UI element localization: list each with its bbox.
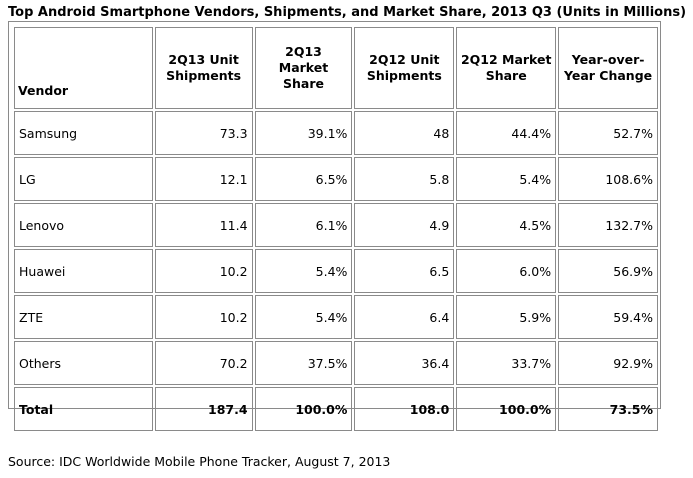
- table-row: ZTE 10.2 5.4% 6.4 5.9% 59.4%: [14, 295, 658, 339]
- table-cell: 56.9%: [558, 249, 658, 293]
- table-cell: 6.5%: [254, 157, 353, 201]
- table-cell: 6.1%: [254, 203, 353, 247]
- column-header-2q12-market-share: 2Q12 Market Share: [456, 27, 557, 109]
- table-cell: 5.8: [354, 157, 455, 201]
- table-cell: 108.6%: [558, 157, 658, 201]
- table-cell: 5.4%: [254, 249, 353, 293]
- table-cell: 5.4%: [456, 157, 557, 201]
- table-cell: 33.7%: [456, 341, 557, 385]
- source-note: Source: IDC Worldwide Mobile Phone Track…: [8, 454, 391, 469]
- column-header-vendor: Vendor: [14, 27, 153, 109]
- column-header-2q12-unit-shipments: 2Q12 Unit Shipments: [354, 27, 455, 109]
- vendor-cell: Huawei: [14, 249, 153, 293]
- table-cell: 5.4%: [254, 295, 353, 339]
- table-cell: 6.5: [354, 249, 455, 293]
- table-cell: 70.2: [154, 341, 253, 385]
- vendor-cell: LG: [14, 157, 153, 201]
- table-row: Others 70.2 37.5% 36.4 33.7% 92.9%: [14, 341, 658, 385]
- table-cell: 4.9: [354, 203, 455, 247]
- table-cell: 44.4%: [456, 111, 557, 155]
- vendor-cell: Others: [14, 341, 153, 385]
- table-row: LG 12.1 6.5% 5.8 5.4% 108.6%: [14, 157, 658, 201]
- total-cell: 108.0: [354, 387, 455, 431]
- total-cell: 100.0%: [254, 387, 353, 431]
- table-header-row: Vendor 2Q13 Unit Shipments 2Q13 Market S…: [14, 27, 658, 109]
- table-cell: 132.7%: [558, 203, 658, 247]
- column-header-2q13-unit-shipments: 2Q13 Unit Shipments: [154, 27, 253, 109]
- table-total-row: Total 187.4 100.0% 108.0 100.0% 73.5%: [14, 387, 658, 431]
- table-cell: 36.4: [354, 341, 455, 385]
- table-cell: 5.9%: [456, 295, 557, 339]
- table-frame: Vendor 2Q13 Unit Shipments 2Q13 Market S…: [8, 21, 661, 431]
- table-cell: 52.7%: [558, 111, 658, 155]
- table-cell: 59.4%: [558, 295, 658, 339]
- column-header-2q13-market-share: 2Q13 Market Share: [254, 27, 353, 109]
- table-row: Samsung 73.3 39.1% 48 44.4% 52.7%: [14, 111, 658, 155]
- table-cell: 11.4: [154, 203, 253, 247]
- table-title: Top Android Smartphone Vendors, Shipment…: [8, 5, 687, 20]
- total-label-cell: Total: [14, 387, 153, 431]
- table-cell: 37.5%: [254, 341, 353, 385]
- table-cell: 10.2: [154, 249, 253, 293]
- table-cell: 10.2: [154, 295, 253, 339]
- table-row: Lenovo 11.4 6.1% 4.9 4.5% 132.7%: [14, 203, 658, 247]
- table-cell: 48: [354, 111, 455, 155]
- vendor-cell: Samsung: [14, 111, 153, 155]
- table-cell: 6.4: [354, 295, 455, 339]
- column-header-year-over-year-change: Year-over-Year Change: [558, 27, 658, 109]
- table-cell: 39.1%: [254, 111, 353, 155]
- total-cell: 187.4: [154, 387, 253, 431]
- table-cell: 73.3: [154, 111, 253, 155]
- vendor-cell: ZTE: [14, 295, 153, 339]
- vendor-cell: Lenovo: [14, 203, 153, 247]
- total-cell: 100.0%: [456, 387, 557, 431]
- table-cell: 12.1: [154, 157, 253, 201]
- total-cell: 73.5%: [558, 387, 658, 431]
- table-cell: 6.0%: [456, 249, 557, 293]
- vendor-shipments-table: Vendor 2Q13 Unit Shipments 2Q13 Market S…: [12, 25, 660, 433]
- table-cell: 4.5%: [456, 203, 557, 247]
- table-row: Huawei 10.2 5.4% 6.5 6.0% 56.9%: [14, 249, 658, 293]
- table-cell: 92.9%: [558, 341, 658, 385]
